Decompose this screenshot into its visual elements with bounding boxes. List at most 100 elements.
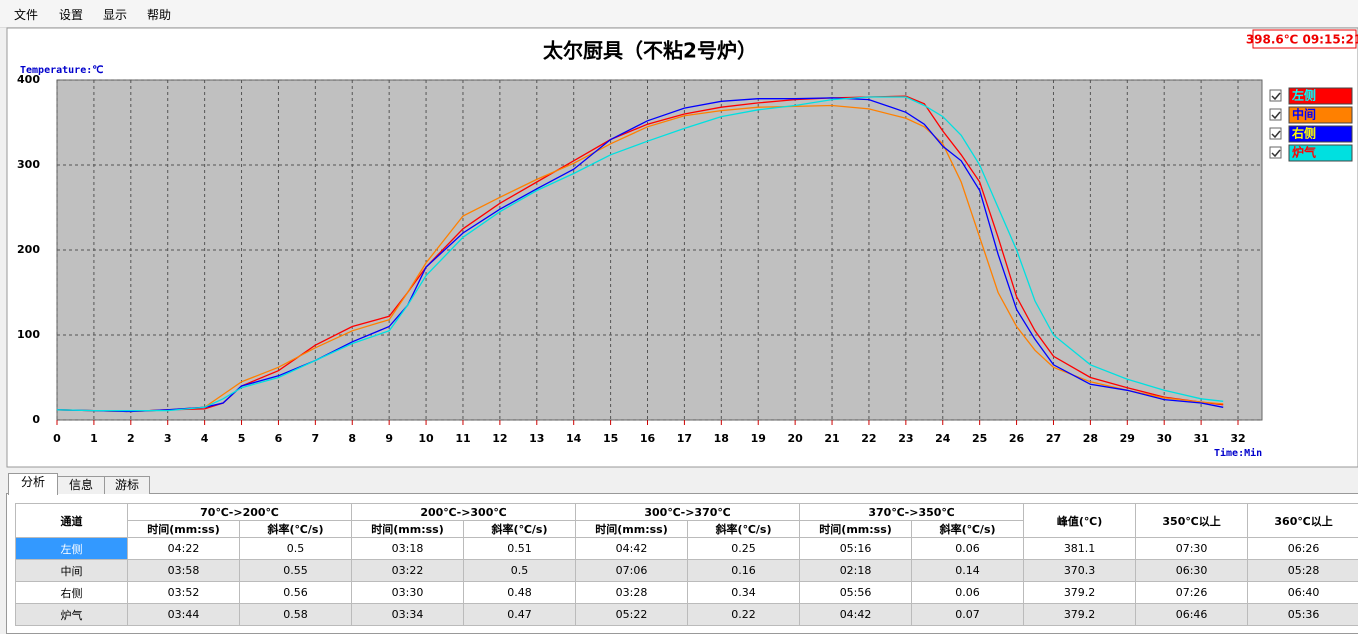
header-cell: 时间(mm:ss)	[128, 521, 240, 538]
tab[interactable]: 游标	[104, 476, 150, 494]
header-cell: 斜率(℃/s)	[464, 521, 576, 538]
table-cell: 0.51	[464, 538, 576, 560]
header-cell: 时间(mm:ss)	[800, 521, 912, 538]
header-cell: 350℃以上	[1136, 504, 1248, 538]
table-cell: 0.06	[912, 538, 1024, 560]
y-tick-label: 400	[17, 73, 40, 86]
x-tick-label: 14	[566, 432, 582, 445]
x-tick-label: 22	[861, 432, 876, 445]
table-cell: 0.55	[240, 560, 352, 582]
x-tick-label: 26	[1009, 432, 1025, 445]
x-tick-label: 28	[1083, 432, 1098, 445]
table-cell: 03:44	[128, 604, 240, 626]
header-cell: 斜率(℃/s)	[240, 521, 352, 538]
table-cell: 0.25	[688, 538, 800, 560]
status: 398.6℃ 09:15:21	[1246, 33, 1358, 47]
x-tick-label: 13	[529, 432, 544, 445]
table-cell: 03:52	[128, 582, 240, 604]
table-cell: 03:30	[352, 582, 464, 604]
table-cell: 04:22	[128, 538, 240, 560]
legend-label: 右侧	[1291, 126, 1316, 141]
x-tick-label: 21	[824, 432, 839, 445]
chart-title: 太尔厨具（不粘2号炉）	[543, 39, 757, 63]
x-tick-label: 20	[787, 432, 803, 445]
table-cell: 04:42	[576, 538, 688, 560]
table-cell: 0.34	[688, 582, 800, 604]
x-tick-label: 19	[751, 432, 766, 445]
table-cell: 07:30	[1136, 538, 1248, 560]
table-cell: 07:06	[576, 560, 688, 582]
table-cell: 03:34	[352, 604, 464, 626]
x-tick-label: 17	[677, 432, 692, 445]
x-tick-label: 27	[1046, 432, 1061, 445]
x-tick-label: 32	[1230, 432, 1245, 445]
header-cell: 时间(mm:ss)	[576, 521, 688, 538]
x-axis-label: Time:Min	[1214, 447, 1262, 459]
table-cell: 0.56	[240, 582, 352, 604]
x-tick-label: 2	[127, 432, 135, 445]
legend-label: 左侧	[1291, 88, 1316, 103]
x-tick-label: 24	[935, 432, 951, 445]
y-tick-label: 0	[32, 413, 40, 426]
chart: 398.6℃ 09:15:21 太尔厨具（不粘2号炉） Temperature:…	[0, 0, 1358, 472]
tab[interactable]: 分析	[8, 473, 58, 495]
x-tick-label: 29	[1120, 432, 1135, 445]
x-tick-label: 23	[898, 432, 913, 445]
x-tick-label: 9	[385, 432, 393, 445]
table-cell: 02:18	[800, 560, 912, 582]
x-tick-label: 25	[972, 432, 987, 445]
table-cell: 05:16	[800, 538, 912, 560]
table-cell: 379.2	[1024, 604, 1136, 626]
y-tick-label: 100	[17, 328, 40, 341]
table-cell: 04:42	[800, 604, 912, 626]
table-cell: 06:26	[1248, 538, 1358, 560]
x-tick-label: 16	[640, 432, 656, 445]
tab[interactable]: 信息	[57, 476, 105, 494]
header-cell: 峰值(℃)	[1024, 504, 1136, 538]
x-tick-label: 4	[201, 432, 209, 445]
y-tick-label: 300	[17, 158, 40, 171]
x-tick-label: 15	[603, 432, 618, 445]
legend-label: 中间	[1292, 107, 1316, 122]
table-cell: 0.58	[240, 604, 352, 626]
table-cell: 05:28	[1248, 560, 1358, 582]
table-cell: 07:26	[1136, 582, 1248, 604]
header-cell: 时间(mm:ss)	[352, 521, 464, 538]
table-cell: 03:28	[576, 582, 688, 604]
table-cell: 左侧	[16, 538, 128, 560]
table-cell: 0.48	[464, 582, 576, 604]
x-tick-label: 5	[238, 432, 246, 445]
table-cell: 0.5	[464, 560, 576, 582]
table-cell: 0.07	[912, 604, 1024, 626]
x-tick-label: 12	[492, 432, 507, 445]
header-cell: 300℃->370℃	[576, 504, 800, 521]
table-cell: 05:36	[1248, 604, 1358, 626]
table-cell: 379.2	[1024, 582, 1136, 604]
header-cell: 370℃->350℃	[800, 504, 1024, 521]
x-tick-label: 30	[1157, 432, 1173, 445]
x-tick-label: 18	[714, 432, 729, 445]
table-cell: 中间	[16, 560, 128, 582]
header-cell: 斜率(℃/s)	[912, 521, 1024, 538]
table-cell: 370.3	[1024, 560, 1136, 582]
table-cell: 06:40	[1248, 582, 1358, 604]
table-cell: 0.06	[912, 582, 1024, 604]
table-cell: 0.14	[912, 560, 1024, 582]
table-cell: 03:22	[352, 560, 464, 582]
x-tick-label: 6	[275, 432, 283, 445]
table-cell: 0.5	[240, 538, 352, 560]
header-cell: 斜率(℃/s)	[688, 521, 800, 538]
table-cell: 右侧	[16, 582, 128, 604]
header-cell: 通道	[16, 504, 128, 538]
table-cell: 06:46	[1136, 604, 1248, 626]
table-cell: 06:30	[1136, 560, 1248, 582]
table-cell: 炉气	[16, 604, 128, 626]
x-tick-label: 1	[90, 432, 98, 445]
table-cell: 0.47	[464, 604, 576, 626]
